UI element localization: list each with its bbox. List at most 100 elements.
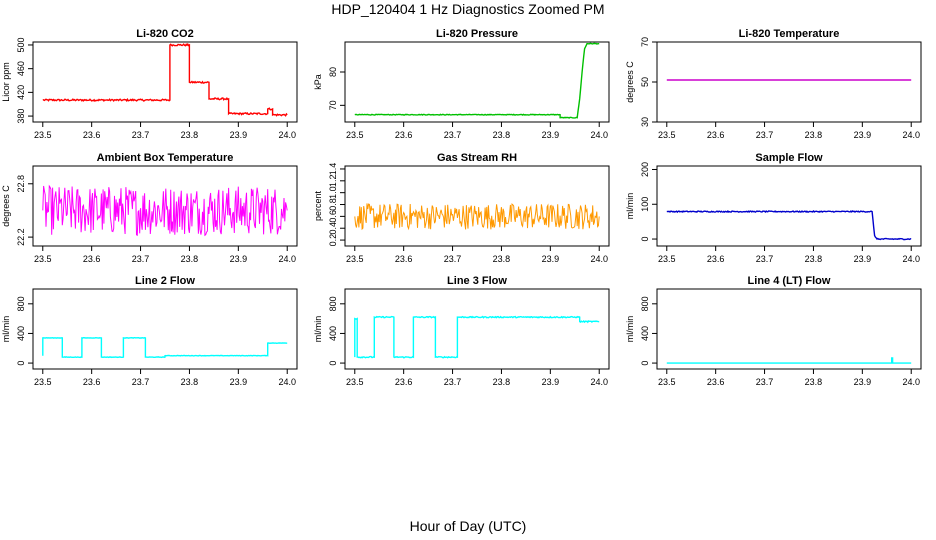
y-tick-label: 800 [16,296,26,311]
x-tick-label: 23.6 [395,377,413,387]
y-tick-label: 500 [16,37,26,52]
x-tick-label: 23.5 [34,254,52,264]
y-tick-label: 1.4 [328,163,338,176]
x-tick-label: 23.6 [395,130,413,140]
plot-frame [344,288,610,370]
x-tick-label: 23.9 [854,130,872,140]
y-tick-label: 0 [328,361,338,366]
panel-title: Line 4 (LT) Flow [748,275,831,287]
plot-frame [656,288,922,370]
panel-title: Li-820 Pressure [436,28,518,40]
x-tick-label: 23.8 [181,130,199,140]
y-tick-label: 80 [328,67,338,77]
y-tick-label: 800 [328,296,338,311]
x-tick-label: 23.5 [346,130,364,140]
y-tick-label: 1.0 [328,186,338,199]
x-tick-label: 23.8 [805,377,823,387]
series-line-1 [42,184,288,237]
x-tick-label: 23.5 [658,377,676,387]
x-tick-label: 23.6 [83,377,101,387]
x-axis-label: Hour of Day (UTC) [409,518,527,534]
y-tick-label: 800 [640,296,650,311]
y-tick-label: 380 [16,109,26,124]
y-axis-label: ml/min [313,316,323,343]
x-tick-label: 24.0 [278,130,296,140]
y-axis-label: degrees C [1,185,11,227]
x-tick-label: 24.0 [902,254,920,264]
x-tick-label: 23.6 [707,130,725,140]
panel-title: Gas Stream RH [437,152,517,164]
y-tick-label: 22.8 [16,175,26,193]
x-tick-label: 23.7 [132,130,150,140]
y-tick-label: 22.2 [16,228,26,246]
y-tick-label: 400 [640,326,650,341]
series-line-1 [354,42,600,119]
x-tick-label: 23.7 [132,254,150,264]
x-tick-label: 24.0 [590,254,608,264]
x-tick-label: 24.0 [278,254,296,264]
x-tick-label: 23.5 [658,130,676,140]
x-tick-label: 23.9 [230,254,248,264]
y-tick-label: 0.2 [328,234,338,247]
x-tick-label: 23.7 [756,130,774,140]
panel-5: Gas Stream RH percent 23.5 23.6 23.7 23.8 23.9… [313,152,610,264]
x-tick-label: 23.6 [707,254,725,264]
panel-title: Sample Flow [755,152,823,164]
x-tick-label: 23.9 [542,377,560,387]
plot-frame [344,165,610,247]
y-tick-label: 0.8 [328,198,338,211]
panel-2: Li-820 Pressure kPa 23.5 23.6 23.7 23.8 23.9 24… [313,28,610,140]
x-tick-label: 23.6 [395,254,413,264]
y-tick-label: 50 [640,77,650,87]
x-tick-label: 24.0 [902,130,920,140]
plot-frame [32,41,298,123]
y-tick-label: 70 [328,100,338,110]
x-tick-label: 23.7 [756,377,774,387]
series-line-1 [354,203,600,231]
panel-7: Line 2 Flow ml/min 23.5 23.6 23.7 23.8 23.9 24.… [1,275,298,387]
x-tick-label: 23.5 [34,377,52,387]
y-tick-label: 400 [16,326,26,341]
y-axis-label: ml/min [625,316,635,343]
y-axis-label: ml/min [625,193,635,220]
x-tick-label: 23.6 [83,254,101,264]
x-tick-label: 23.8 [181,254,199,264]
series-line-1 [666,357,912,364]
x-tick-label: 24.0 [590,377,608,387]
panel-title: Li-820 Temperature [739,28,840,40]
x-tick-label: 23.8 [493,254,511,264]
y-axis-label: percent [313,190,323,221]
panel-4: Ambient Box Temperature degrees C 23.5 23.6… [1,152,298,264]
panel-title: Li-820 CO2 [136,28,193,40]
x-tick-label: 23.9 [542,254,560,264]
x-tick-label: 23.5 [658,254,676,264]
x-tick-label: 23.7 [444,254,462,264]
y-tick-label: 70 [640,37,650,47]
x-tick-label: 23.6 [83,130,101,140]
x-tick-label: 23.7 [756,254,774,264]
panel-1: Li-820 CO2 Licor ppm 23.5 23.6 23.7 23.8 23.9 2… [1,28,298,140]
x-tick-label: 24.0 [278,377,296,387]
y-tick-label: 0 [640,237,650,242]
y-tick-label: 0.6 [328,210,338,223]
plot-frame [32,288,298,370]
panel-9: Line 4 (LT) Flow ml/min 23.5 23.6 23.7 23.8 23… [625,275,922,387]
plot-frame [656,41,922,123]
x-tick-label: 23.9 [542,130,560,140]
x-tick-label: 23.8 [805,130,823,140]
y-tick-label: 0 [16,361,26,366]
x-tick-label: 23.7 [444,130,462,140]
x-tick-label: 23.9 [854,254,872,264]
x-tick-label: 23.7 [444,377,462,387]
x-tick-label: 23.5 [346,377,364,387]
x-tick-label: 23.5 [346,254,364,264]
y-tick-label: 460 [16,61,26,76]
x-tick-label: 24.0 [902,377,920,387]
panel-8: Line 3 Flow ml/min 23.5 23.6 23.7 23.8 23.9 24.… [313,275,610,387]
y-tick-label: 1.2 [328,175,338,188]
plot-frame [656,165,922,247]
series-line-1 [42,336,288,359]
x-tick-label: 24.0 [590,130,608,140]
y-tick-label: 0.4 [328,222,338,235]
